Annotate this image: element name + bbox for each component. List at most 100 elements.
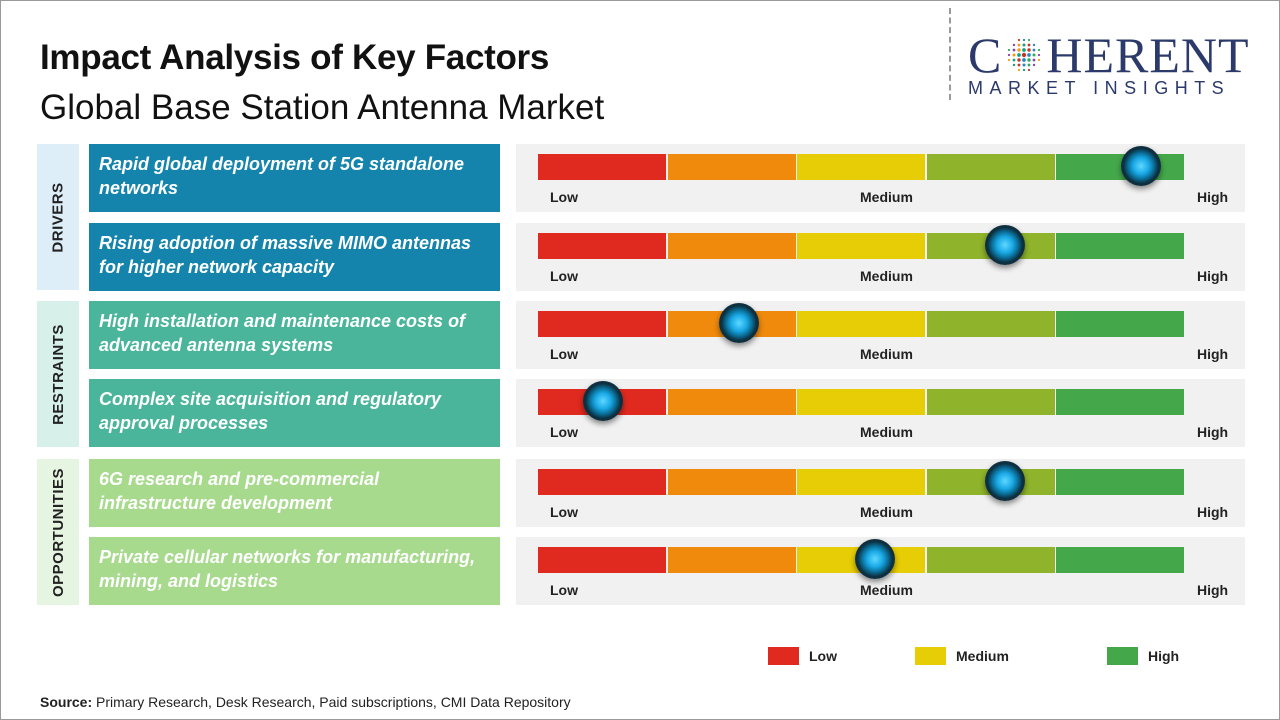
logo-dot [1012,48,1016,52]
gauge-segment [797,154,926,180]
impact-gauge: Low Medium High [516,301,1245,369]
logo-dot [1012,53,1016,57]
logo-dot [1027,53,1032,57]
impact-gauge: Low Medium High [516,537,1245,605]
factor-label: Complex site acquisition and regulatory … [89,379,500,447]
logo-text-left: C [968,27,1003,83]
factor-label: Rapid global deployment of 5G standalone… [89,144,500,212]
gauge-segment [538,233,667,259]
logo-dot [1032,58,1036,62]
source-note: Source: Primary Research, Desk Research,… [40,694,571,710]
gauge-segment [1056,233,1185,259]
impact-gauge: Low Medium High [516,223,1245,291]
legend: Low Medium High [0,647,1280,665]
logo-dot [1022,43,1026,47]
scale-label-high: High [1197,424,1229,440]
logo-dot [1022,52,1027,58]
impact-marker [854,539,895,579]
scale-label-medium: Medium [860,424,913,440]
logo-dot [1023,68,1026,72]
scale-label-low: Low [550,189,578,205]
scale-label-high: High [1197,189,1229,205]
logo-dot [1018,68,1021,72]
category-label: DRIVERS [49,181,67,253]
logo-dot [1017,58,1022,62]
gauge-segment [1056,547,1185,573]
logo-dot [1027,43,1031,47]
coherent-logo: C HERENT MARKET INSIGHTS [968,30,1263,99]
legend-label-high: High [1148,648,1180,664]
logo-dot [1038,48,1041,52]
logo-dot [1022,63,1026,67]
impact-gauge: Low Medium High [516,379,1245,447]
scale-label-high: High [1197,268,1229,284]
gauge-segment [797,389,926,415]
gauge-segment [797,469,926,495]
logo-dot [1027,58,1032,62]
logo-dot [1008,48,1011,52]
logo-dot [1023,38,1026,42]
logo-dot [1028,38,1031,42]
gauge-segment [1056,389,1185,415]
scale-label-high: High [1197,504,1229,520]
logo-dot [1017,43,1021,47]
gauge-segment [926,389,1055,415]
impact-gauge: Low Medium High [516,459,1245,527]
logo-dot [1028,68,1031,72]
gauge-segment [538,547,667,573]
category-label-wrap: DRIVERS [37,144,79,290]
scale-label-low: Low [550,346,578,362]
factor-label: Rising adoption of massive MIMO antennas… [89,223,500,291]
scale-label-medium: Medium [860,504,913,520]
gauge-segment [538,469,667,495]
logo-divider [949,8,951,100]
logo-dot [1038,58,1041,62]
category-label-wrap: OPPORTUNITIES [37,459,79,605]
scale-label-medium: Medium [860,582,913,598]
logo-dot [1022,48,1027,52]
factor-label: High installation and maintenance costs … [89,301,500,369]
gauge-segment [797,233,926,259]
logo-dot [1027,48,1032,52]
impact-gauge: Low Medium High [516,144,1245,212]
logo-dot [1013,43,1016,47]
scale-label-high: High [1197,582,1229,598]
logo-dot [1008,53,1011,57]
logo-dot [1013,63,1016,67]
source-label: Source: [40,694,93,710]
factor-label: Private cellular networks for manufactur… [89,537,500,605]
scale-label-low: Low [550,582,578,598]
impact-marker [582,381,623,421]
logo-dot [1033,63,1036,67]
factor-label: 6G research and pre-commercial infrastru… [89,459,500,527]
logo-dot [1038,53,1041,57]
gauge-segment [1056,311,1185,337]
scale-label-medium: Medium [860,189,913,205]
legend-label-low: Low [809,648,837,664]
logo-subtext: MARKET INSIGHTS [968,78,1231,98]
gauge-segment [926,311,1055,337]
category-band-restraints: RESTRAINTS [37,301,79,447]
gauge-segment [926,547,1055,573]
scale-label-low: Low [550,504,578,520]
scale-label-medium: Medium [860,346,913,362]
logo-dot [1027,63,1031,67]
logo-dot [1022,58,1027,62]
category-band-opportunities: OPPORTUNITIES [37,459,79,605]
legend-label-medium: Medium [956,648,1009,664]
gauge-segment [1056,154,1185,180]
source-text: Primary Research, Desk Research, Paid su… [96,694,571,710]
category-band-drivers: DRIVERS [37,144,79,290]
scale-label-high: High [1197,346,1229,362]
logo-dot [1008,58,1011,62]
impact-marker [718,303,759,343]
logo-dot [1033,43,1036,47]
scale-label-medium: Medium [860,268,913,284]
legend-swatch-medium [915,647,946,665]
logo-dots-icon [1008,38,1041,72]
gauge-segment [667,154,796,180]
logo-dot [1017,63,1021,67]
impact-marker [984,461,1025,501]
gauge-segment [538,311,667,337]
gauge-segment [538,154,667,180]
